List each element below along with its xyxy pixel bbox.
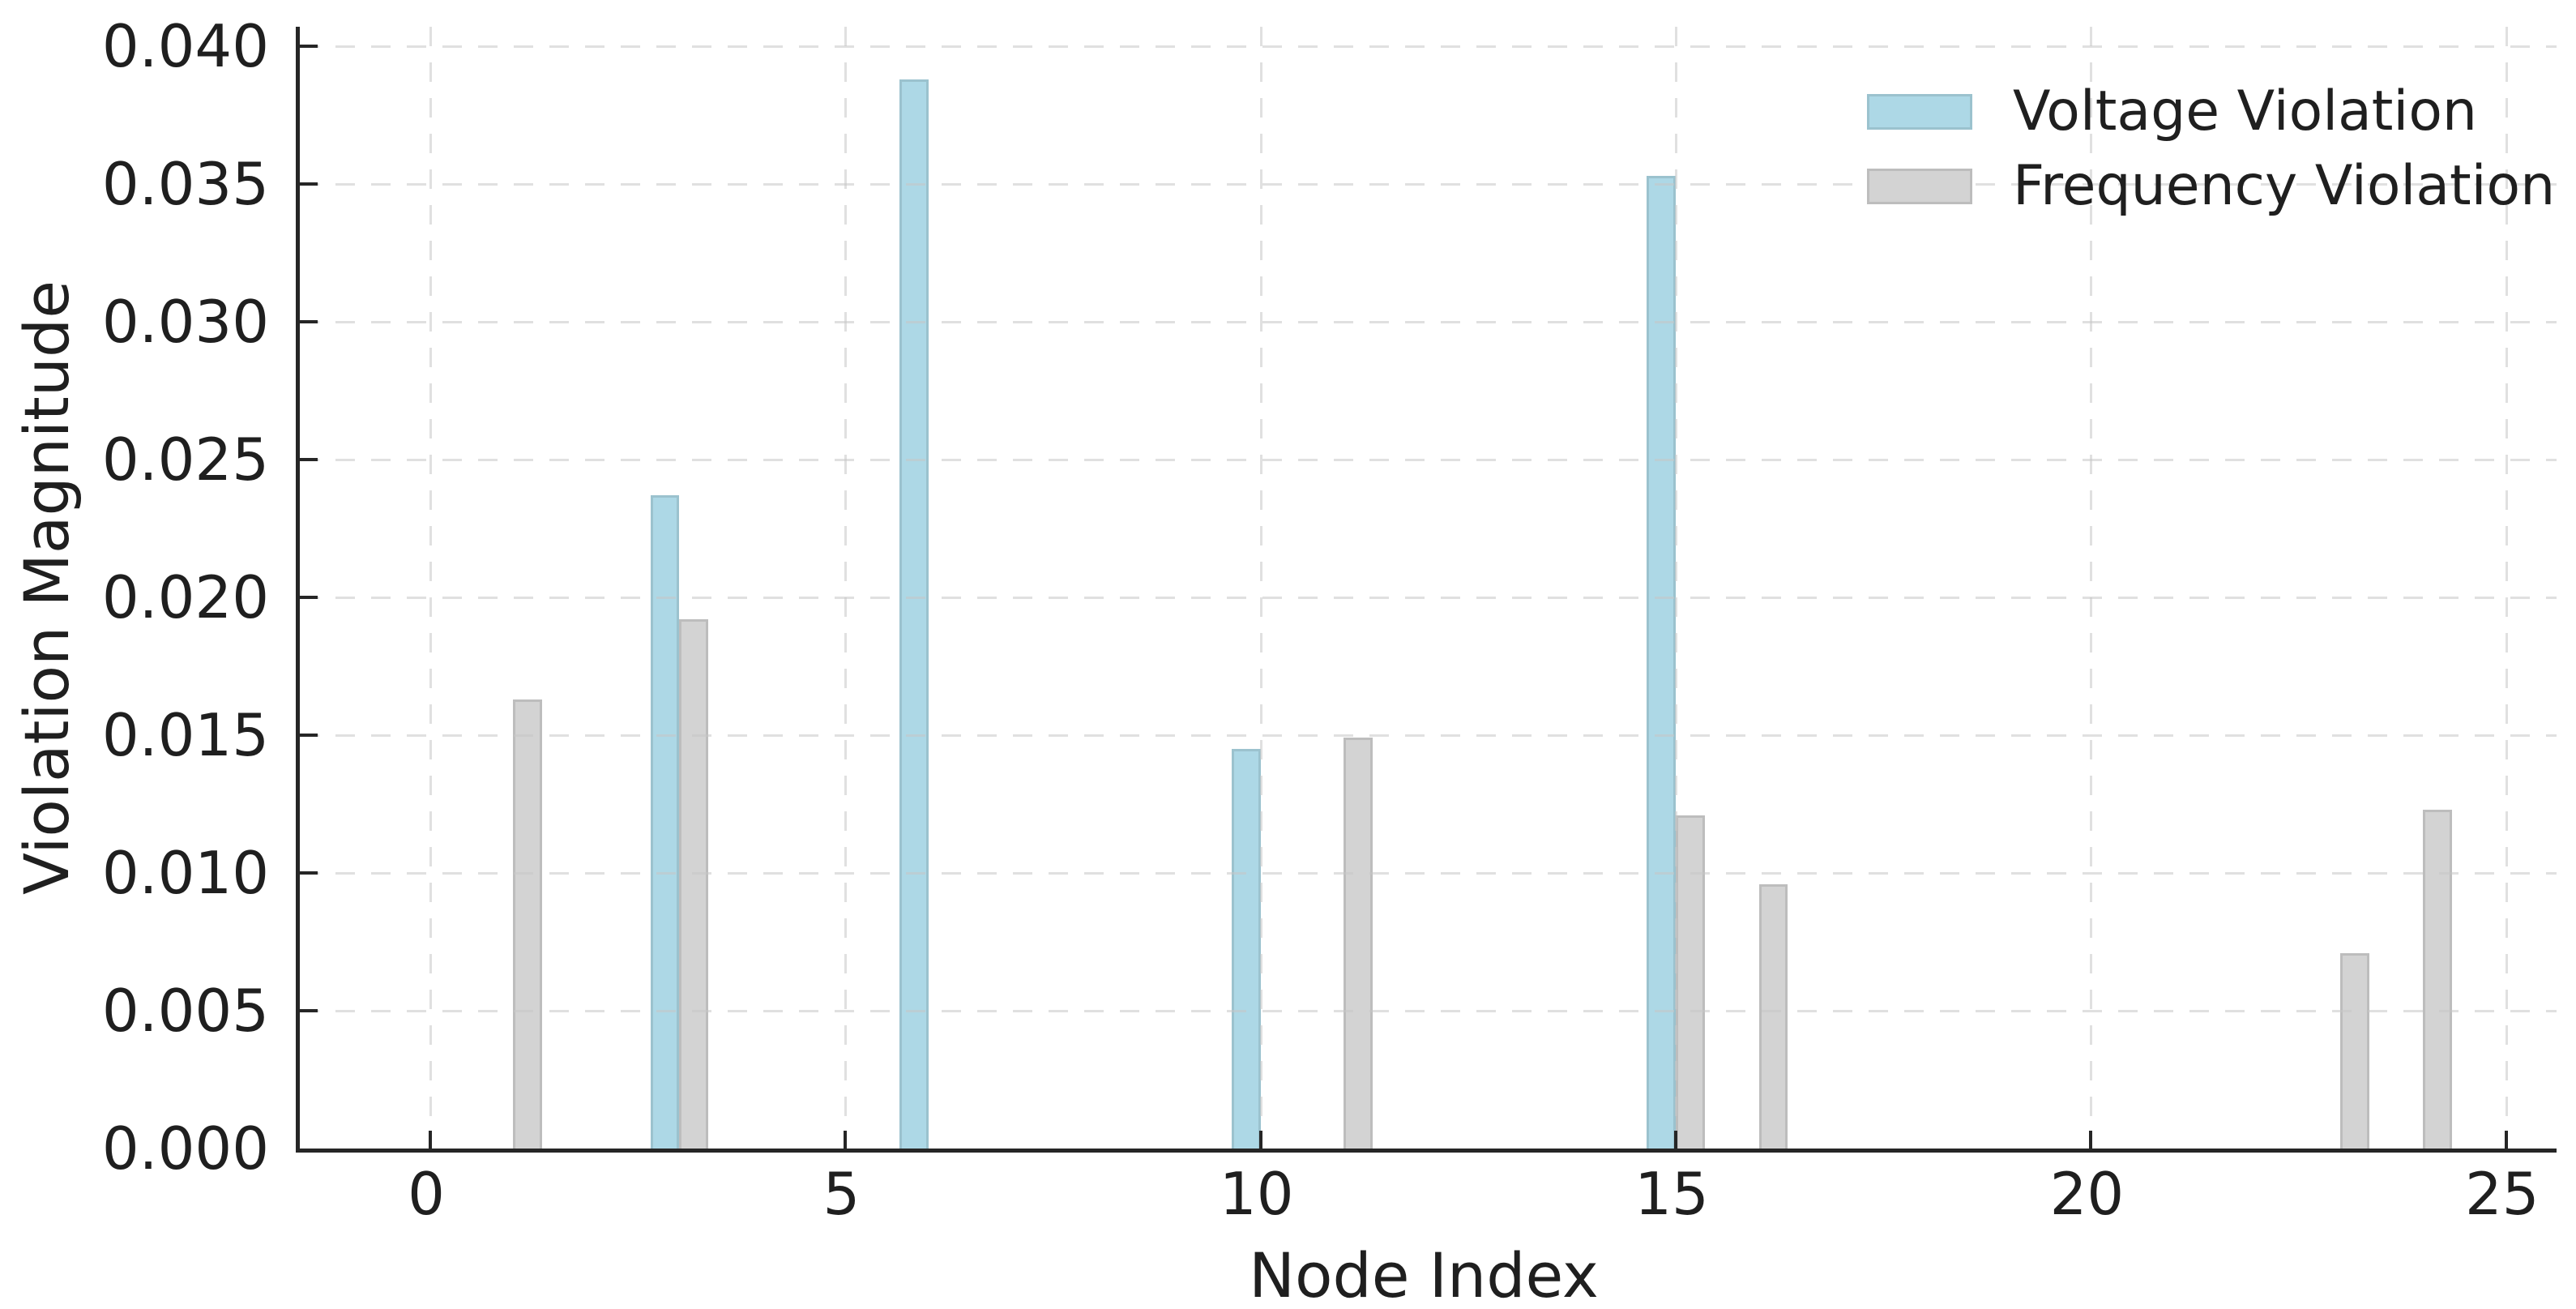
y-tick-mark-0.020 [300, 595, 318, 599]
y-tick-mark-0.030 [300, 319, 318, 323]
y-tick-label-0.005: 0.005 [101, 976, 269, 1045]
legend-label-frequency: Frequency Violation [2013, 154, 2556, 218]
bar-frequency-node-16 [1758, 883, 1788, 1149]
h-gridline-0.015 [300, 734, 2557, 737]
x-tick-mark-15 [1674, 1131, 1678, 1149]
legend-entry-voltage: Voltage Violation [1867, 75, 2555, 149]
y-tick-label-0.020: 0.020 [101, 563, 269, 631]
y-tick-mark-0.010 [300, 871, 318, 875]
bar-voltage-node-10 [1231, 748, 1261, 1149]
y-tick-label-0.025: 0.025 [101, 425, 269, 494]
y-tick-mark-0.015 [300, 733, 318, 737]
x-tick-label-15: 15 [1634, 1160, 1709, 1228]
x-axis-label: Node Index [1249, 1239, 1599, 1309]
bar-voltage-node-15 [1647, 175, 1677, 1149]
legend-swatch-voltage-icon [1867, 94, 1972, 130]
y-tick-label-0.010: 0.010 [101, 838, 269, 907]
y-tick-mark-0.005 [300, 1008, 318, 1012]
legend-entry-frequency: Frequency Violation [1867, 149, 2555, 224]
y-tick-label-0.000: 0.000 [101, 1114, 269, 1183]
h-gridline-0.010 [300, 871, 2557, 875]
bar-frequency-node-1 [513, 699, 543, 1149]
x-tick-mark-0 [428, 1131, 432, 1149]
v-gridline-0 [429, 27, 432, 1149]
y-axis-label: Violation Magnitude [11, 280, 83, 895]
bar-frequency-node-3 [679, 619, 709, 1149]
legend-swatch-frequency-icon [1867, 169, 1972, 204]
bar-frequency-node-11 [1344, 738, 1373, 1149]
bar-frequency-node-24 [2423, 809, 2453, 1149]
y-tick-label-0.040: 0.040 [101, 11, 269, 80]
y-tick-mark-0.025 [300, 457, 318, 461]
x-tick-mark-20 [2089, 1131, 2093, 1149]
y-tick-label-0.035: 0.035 [101, 149, 269, 218]
h-gridline-0.005 [300, 1009, 2557, 1012]
y-tick-label-0.030: 0.030 [101, 287, 269, 356]
bar-frequency-node-15 [1676, 815, 1705, 1149]
y-tick-label-0.015: 0.015 [101, 700, 269, 769]
h-gridline-0.040 [300, 45, 2557, 48]
x-tick-mark-5 [844, 1131, 848, 1149]
y-tick-mark-0.035 [300, 182, 318, 186]
bar-voltage-node-6 [899, 79, 929, 1149]
h-gridline-0.020 [300, 596, 2557, 599]
x-tick-label-25: 25 [2464, 1160, 2540, 1228]
x-tick-mark-25 [2504, 1131, 2508, 1149]
legend: Voltage Violation Frequency Violation [1867, 75, 2555, 224]
v-gridline-5 [844, 27, 848, 1149]
h-gridline-0.030 [300, 320, 2557, 323]
legend-label-voltage: Voltage Violation [2013, 79, 2478, 143]
x-tick-label-20: 20 [2049, 1160, 2125, 1228]
bar-frequency-node-23 [2339, 952, 2369, 1149]
bar-voltage-node-3 [650, 495, 680, 1149]
x-tick-mark-10 [1258, 1131, 1262, 1149]
y-tick-mark-0.040 [300, 44, 318, 48]
x-tick-label-0: 0 [408, 1160, 445, 1228]
x-tick-label-5: 5 [822, 1160, 861, 1228]
h-gridline-0.025 [300, 458, 2557, 461]
x-tick-label-10: 10 [1219, 1160, 1294, 1228]
